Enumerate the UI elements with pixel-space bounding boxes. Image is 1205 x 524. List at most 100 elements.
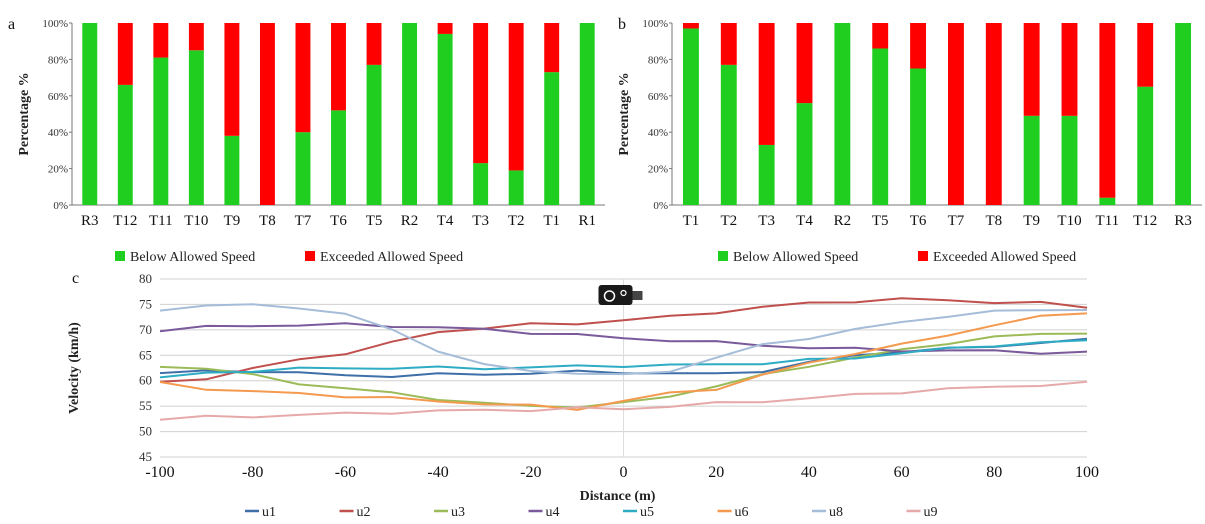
x-tick-label: 80	[986, 464, 1002, 481]
bar-exceeded-T10	[1061, 23, 1078, 116]
bar-exceeded-T8	[259, 23, 275, 205]
category-label: T10	[184, 213, 208, 229]
y-tick-label: 45	[139, 449, 152, 464]
series-line-u3	[159, 332, 1088, 409]
category-label: R2	[834, 213, 852, 229]
bar-below-T5	[872, 48, 889, 206]
camera-icon-light	[620, 289, 627, 297]
bar-exceeded-T11	[153, 23, 169, 58]
bar-exceeded-T2	[720, 23, 737, 65]
bar-below-T2	[720, 64, 737, 205]
y-tick-label: 0%	[53, 200, 68, 212]
camera-icon-lens	[603, 290, 616, 302]
bar-below-R1	[579, 23, 595, 205]
bar-exceeded-T12	[1137, 23, 1154, 87]
y-axis-label: Velocity (km/h)	[67, 322, 82, 414]
bar-below-T11	[1099, 197, 1116, 205]
bar-below-T1	[544, 72, 560, 205]
panel-label: c	[72, 270, 79, 287]
category-label: T5	[366, 213, 383, 229]
bar-exceeded-T4	[437, 23, 453, 34]
series-line-u5	[159, 339, 1088, 379]
y-axis-label: Percentage %	[617, 72, 632, 155]
x-tick-label: -60	[335, 464, 356, 481]
category-label: T8	[259, 213, 276, 229]
bar-below-T12	[1137, 86, 1154, 205]
series-line-u6	[159, 312, 1088, 411]
bar-below-T5	[366, 64, 382, 205]
legend-entry: u1	[262, 505, 276, 520]
bar-below-T10	[1061, 115, 1078, 205]
bar-exceeded-T5	[872, 23, 889, 49]
category-label: R1	[578, 213, 596, 229]
category-label: T2	[720, 213, 737, 229]
series-line-u9	[159, 380, 1088, 421]
bar-below-T3	[758, 144, 775, 205]
category-label: T7	[295, 213, 312, 229]
category-label: T10	[1057, 213, 1081, 229]
y-tick-label: 80	[139, 271, 152, 286]
bar-below-T4	[796, 103, 813, 205]
bar-exceeded-T3	[473, 23, 489, 164]
bar-below-T7	[295, 132, 311, 205]
y-axis-label: Percentage %	[17, 72, 32, 155]
bar-exceeded-T5	[366, 23, 382, 65]
camera-icon-mount	[632, 291, 643, 300]
bar-exceeded-T9	[224, 23, 240, 136]
category-label: T6	[910, 213, 927, 229]
bar-exceeded-T10	[188, 23, 204, 51]
y-tick-label: 100%	[42, 18, 68, 30]
legend-entry: Below Allowed Speed	[733, 250, 858, 265]
category-label: T7	[948, 213, 965, 229]
bar-exceeded-T9	[1023, 23, 1040, 116]
camera-icon	[598, 285, 643, 305]
category-label: T3	[472, 213, 489, 229]
y-tick-label: 65	[139, 347, 152, 362]
y-tick-label: 40%	[648, 127, 668, 139]
bar-exceeded-T1	[544, 23, 560, 73]
chart-panel-c: c 45 50 55 60 65 70 75 80 -100 -80 -60 -40 -20 0 20 40 60…	[67, 270, 1099, 520]
y-tick-label: 75	[139, 296, 152, 311]
x-tick-label: 100	[1075, 464, 1099, 481]
legend-entry: u3	[451, 505, 465, 520]
bar-below-T12	[117, 84, 133, 205]
bar-exceeded-T6	[910, 23, 927, 69]
bar-below-T4	[437, 33, 453, 205]
x-tick-label: -40	[427, 464, 448, 481]
y-tick-label: 0%	[653, 200, 668, 212]
y-tick-label: 100%	[642, 18, 668, 30]
y-tick-label: 55	[139, 398, 152, 413]
bar-exceeded-T2	[508, 23, 524, 171]
legend-swatch	[718, 251, 728, 261]
y-tick-label: 20%	[48, 164, 68, 176]
category-label: R3	[81, 213, 99, 229]
y-tick-label: 60%	[48, 91, 68, 103]
legend-entry: u9	[924, 505, 938, 520]
category-label: T1	[543, 213, 560, 229]
bar-below-R3	[1175, 23, 1192, 205]
bar-below-R2	[834, 23, 851, 205]
category-label: T1	[683, 213, 700, 229]
category-label: T6	[330, 213, 347, 229]
legend-entry: u6	[735, 505, 749, 520]
y-tick-label: 50	[139, 424, 152, 439]
category-label: T5	[872, 213, 889, 229]
bar-exceeded-T1	[682, 23, 699, 29]
bar-below-T10	[188, 50, 204, 205]
y-tick-label: 60%	[648, 91, 668, 103]
bar-below-T11	[153, 57, 169, 205]
bar-below-R2	[402, 23, 418, 205]
x-tick-label: 40	[801, 464, 817, 481]
category-label: T9	[224, 213, 241, 229]
legend-entry: Below Allowed Speed	[130, 250, 255, 265]
category-label: T11	[1096, 213, 1120, 229]
series-line-u2	[159, 297, 1088, 383]
series-line-u8	[159, 303, 1088, 376]
category-label: T3	[758, 213, 775, 229]
category-label: T9	[1023, 213, 1040, 229]
bar-below-T1	[682, 28, 699, 206]
chart-panel-a: a Percentage % 0% 20% 40% 60% 80% 100% R3 T12 T11 T…	[8, 16, 605, 265]
x-tick-label: -100	[145, 464, 174, 481]
bar-exceeded-T3	[758, 23, 775, 145]
